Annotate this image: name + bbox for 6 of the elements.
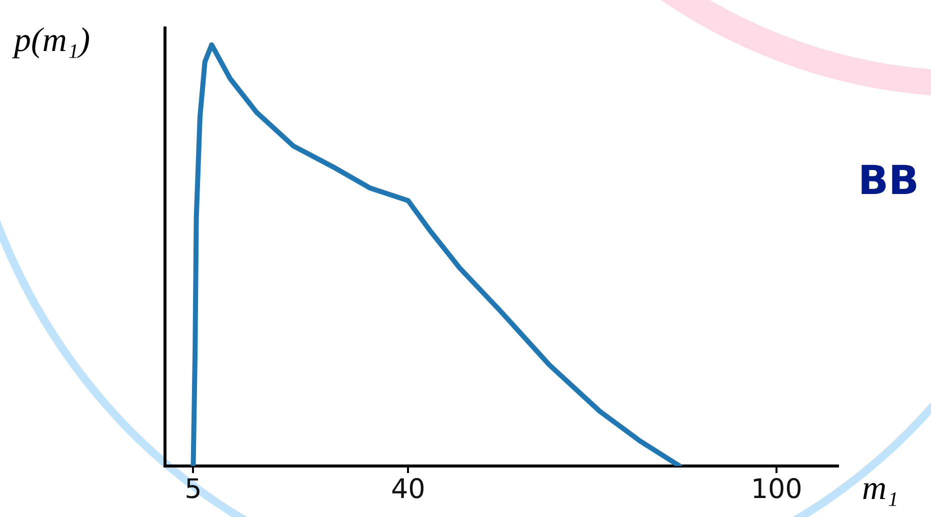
x-axis-title: m₁ — [862, 470, 898, 508]
x-tick-label: 40 — [390, 474, 426, 506]
x-tick-label: 5 — [184, 474, 202, 506]
text: BB — [858, 158, 919, 204]
y-axis-title: p(m₁) — [14, 22, 90, 60]
x-tick-label: 100 — [750, 474, 802, 506]
